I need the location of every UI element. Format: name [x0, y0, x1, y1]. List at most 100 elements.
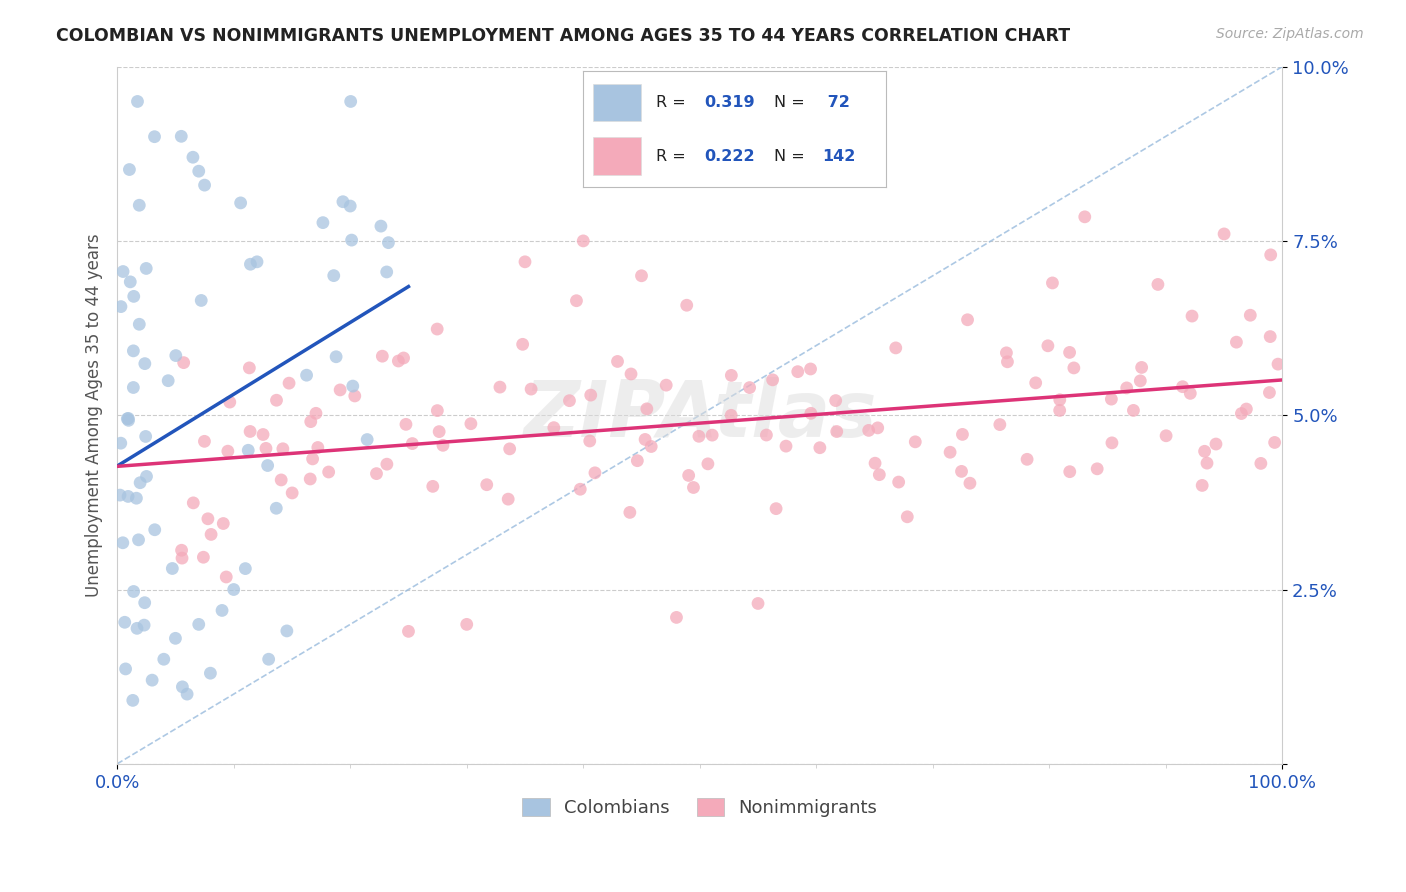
Point: [1085, 462, 1108, 476]
Point: [720, 409, 742, 423]
Point: [111, 535, 134, 549]
Point: [1036, 339, 1059, 353]
Point: [799, 362, 821, 376]
Point: [952, 427, 974, 442]
Point: [190, 293, 212, 308]
Point: [583, 466, 606, 480]
Point: [1264, 435, 1286, 450]
Point: [619, 505, 641, 519]
Point: [1213, 227, 1236, 241]
Point: [127, 95, 149, 109]
Point: [1171, 380, 1194, 394]
Point: [238, 443, 260, 458]
Point: [866, 421, 889, 435]
Point: [738, 381, 761, 395]
Point: [1267, 357, 1289, 371]
Point: [775, 439, 797, 453]
Point: [122, 380, 145, 394]
Text: R =: R =: [657, 95, 690, 111]
Point: [558, 393, 581, 408]
Y-axis label: Unemployment Among Ages 35 to 44 years: Unemployment Among Ages 35 to 44 years: [86, 234, 103, 597]
Point: [1059, 465, 1081, 479]
Point: [959, 476, 981, 491]
Point: [786, 365, 808, 379]
Point: [988, 417, 1011, 432]
Point: [181, 150, 204, 164]
Point: [254, 442, 277, 456]
Text: R =: R =: [657, 148, 690, 163]
Point: [868, 467, 890, 482]
Point: [1147, 277, 1170, 292]
Point: [1122, 403, 1144, 417]
Point: [301, 451, 323, 466]
Point: [118, 162, 141, 177]
Point: [808, 441, 831, 455]
Point: [371, 349, 394, 363]
Point: [824, 393, 846, 408]
Point: [170, 551, 193, 566]
Point: [688, 429, 710, 443]
Point: [995, 346, 1018, 360]
Point: [1258, 385, 1281, 400]
Text: COLOMBIAN VS NONIMMIGRANTS UNEMPLOYMENT AMONG AGES 35 TO 44 YEARS CORRELATION CH: COLOMBIAN VS NONIMMIGRANTS UNEMPLOYMENT …: [56, 27, 1070, 45]
Point: [110, 436, 132, 450]
Point: [569, 482, 592, 496]
Point: [187, 164, 209, 178]
Point: [134, 596, 156, 610]
Point: [266, 393, 288, 408]
Point: [143, 523, 166, 537]
Point: [117, 411, 139, 425]
Point: [858, 423, 880, 437]
Point: [997, 355, 1019, 369]
Point: [765, 501, 787, 516]
Point: [620, 367, 643, 381]
Point: [747, 597, 769, 611]
Point: [392, 351, 415, 365]
Point: [339, 199, 361, 213]
Point: [135, 261, 157, 276]
Point: [1099, 392, 1122, 406]
Point: [1225, 335, 1247, 350]
Point: [112, 264, 135, 278]
Point: [128, 198, 150, 212]
Point: [489, 380, 512, 394]
Point: [325, 350, 347, 364]
Point: [427, 425, 450, 439]
Point: [896, 509, 918, 524]
Point: [1115, 381, 1137, 395]
Point: [165, 632, 187, 646]
Point: [307, 441, 329, 455]
Point: [863, 456, 886, 470]
Point: [1129, 374, 1152, 388]
Point: [110, 300, 132, 314]
Point: [134, 357, 156, 371]
Point: [212, 516, 235, 531]
Point: [1042, 276, 1064, 290]
Point: [475, 477, 498, 491]
Point: [498, 442, 520, 456]
Point: [238, 360, 260, 375]
Point: [257, 652, 280, 666]
Point: [1059, 345, 1081, 359]
Point: [636, 401, 658, 416]
Point: [218, 395, 240, 409]
Point: [370, 219, 392, 233]
Point: [117, 490, 139, 504]
Point: [887, 475, 910, 489]
Point: [132, 618, 155, 632]
Point: [129, 475, 152, 490]
Point: [1063, 360, 1085, 375]
Point: [162, 561, 184, 575]
Point: [176, 687, 198, 701]
Point: [342, 379, 364, 393]
Point: [1260, 248, 1282, 262]
Point: [143, 129, 166, 144]
Point: [193, 550, 215, 565]
Point: [141, 673, 163, 688]
Point: [513, 255, 536, 269]
Point: [197, 512, 219, 526]
Point: [332, 194, 354, 209]
Text: N =: N =: [773, 148, 810, 163]
Point: [950, 464, 973, 478]
Point: [165, 349, 187, 363]
